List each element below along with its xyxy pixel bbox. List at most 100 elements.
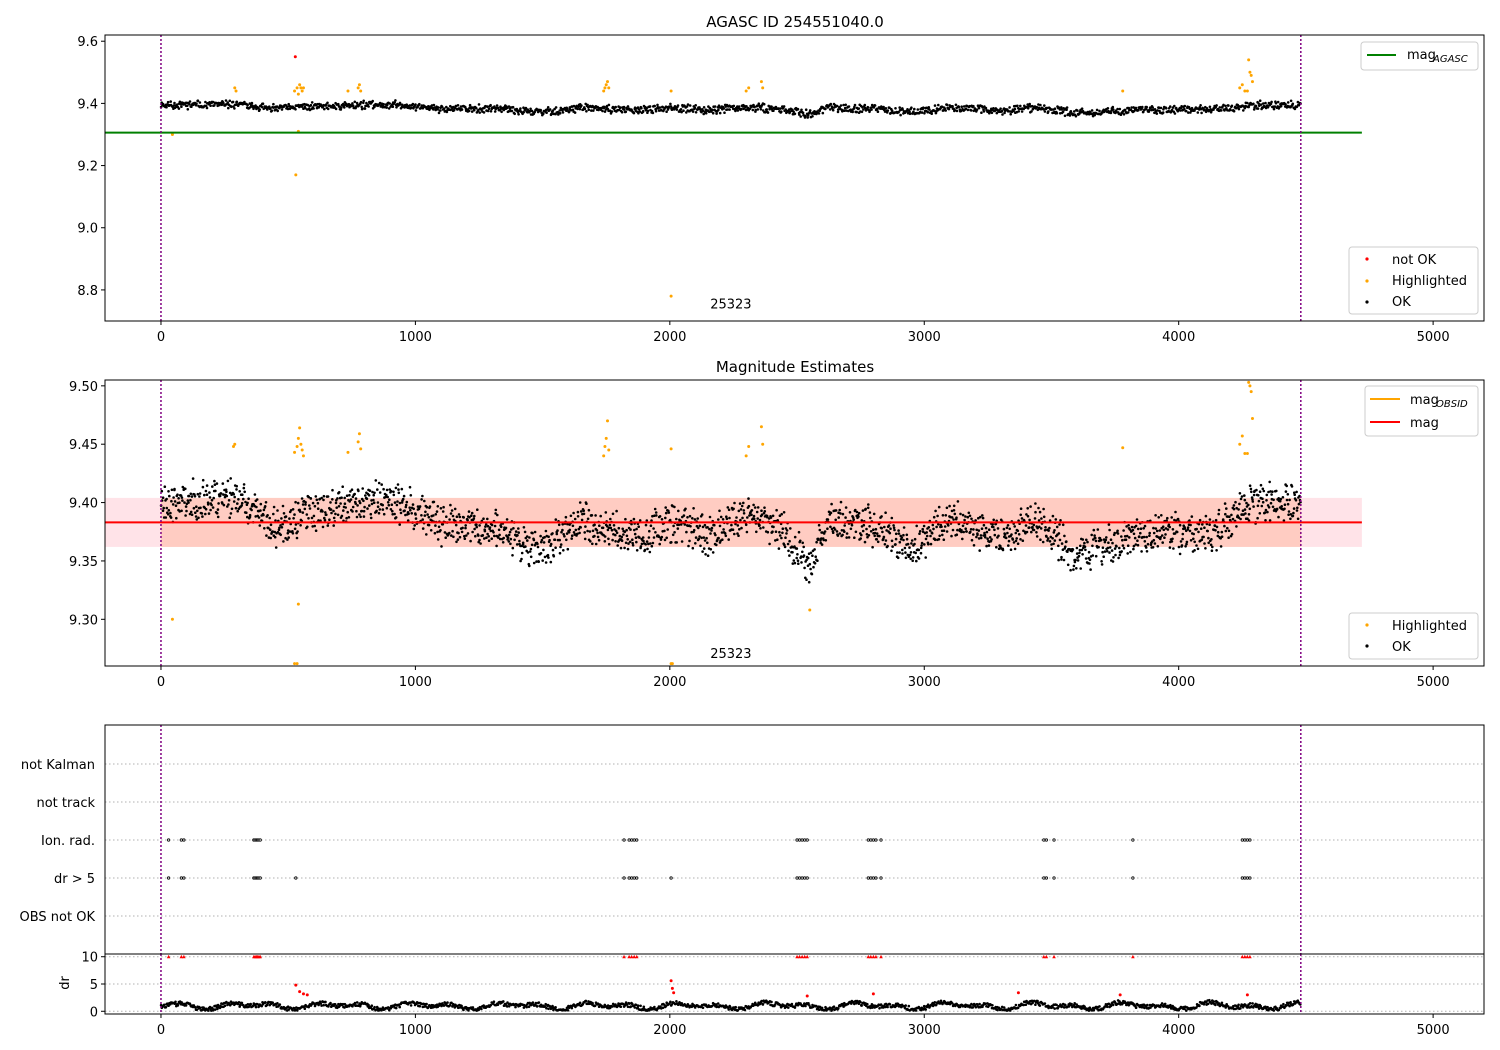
agasc-ok-point bbox=[1123, 108, 1127, 112]
magnitude-ok-point bbox=[320, 496, 324, 500]
magnitude-ok-point bbox=[664, 511, 668, 515]
magnitude-ok-point bbox=[1287, 510, 1291, 513]
magnitude-ok-point bbox=[607, 542, 611, 546]
magnitude-ok-point bbox=[246, 501, 249, 505]
magnitude-ok-point bbox=[413, 524, 417, 527]
dr-ok-point bbox=[218, 1006, 222, 1010]
magnitude-ok-point bbox=[319, 519, 322, 522]
magnitude-ok-point bbox=[1265, 493, 1269, 497]
dr-ok-point bbox=[505, 1005, 509, 1008]
magnitude-ok-point bbox=[460, 530, 464, 534]
magnitude-ok-point bbox=[432, 514, 435, 517]
magnitude-ok-point bbox=[163, 485, 167, 489]
magnitude-ok-point bbox=[332, 509, 335, 513]
agasc-xtick-label: 0 bbox=[157, 330, 165, 345]
magnitude-ok-point bbox=[487, 539, 491, 542]
magnitude-ok-point bbox=[796, 553, 799, 556]
agasc-ok-point bbox=[1254, 104, 1258, 108]
magnitude-ok-point bbox=[441, 510, 445, 513]
agasc-ok-point bbox=[489, 103, 492, 107]
magnitude-ok-point bbox=[397, 491, 401, 495]
magnitude-highlighted-point bbox=[747, 445, 751, 449]
magnitude-ok-point bbox=[1101, 546, 1105, 549]
agasc-ok-point bbox=[1274, 101, 1278, 105]
agasc-ok-point bbox=[964, 107, 968, 110]
magnitude-ok-point bbox=[1219, 545, 1223, 548]
agasc-ok-point bbox=[1053, 107, 1057, 110]
magnitude-ok-point bbox=[750, 509, 754, 512]
agasc-ok-point bbox=[1019, 104, 1022, 108]
magnitude-ok-point bbox=[1161, 525, 1165, 528]
agasc-ok-point bbox=[601, 109, 604, 113]
magnitude-ok-point bbox=[812, 565, 815, 569]
agasc-ok-point bbox=[966, 108, 970, 112]
magnitude-ok-point bbox=[1200, 538, 1204, 541]
agasc-ok-point bbox=[1243, 106, 1247, 110]
magnitude-ok-point bbox=[420, 514, 423, 517]
magnitude-ok-point bbox=[1100, 563, 1104, 566]
magnitude-ok-point bbox=[802, 554, 806, 557]
magnitude-ok-point bbox=[355, 509, 358, 513]
dr-ok-point bbox=[661, 1006, 665, 1009]
magnitude-ok-point bbox=[294, 500, 297, 504]
magnitude-ok-point bbox=[1046, 537, 1050, 540]
magnitude-ok-point bbox=[532, 538, 536, 542]
magnitude-ok-point bbox=[658, 515, 662, 518]
flag-point bbox=[622, 876, 626, 880]
magnitude-ok-point bbox=[368, 504, 371, 507]
magnitude-ok-point bbox=[658, 542, 661, 546]
magnitude-ok-point bbox=[507, 533, 511, 537]
magnitude-ok-point bbox=[222, 503, 226, 507]
dr-ok-point bbox=[223, 1004, 227, 1007]
magnitude-ok-point bbox=[1037, 506, 1040, 510]
magnitude-ok-point bbox=[624, 517, 627, 521]
magnitude-ok-point bbox=[1234, 500, 1237, 504]
magnitude-ok-point bbox=[225, 490, 228, 494]
magnitude-ok-point bbox=[760, 513, 764, 516]
magnitude-ok-point bbox=[418, 505, 422, 508]
agasc-ok-point bbox=[363, 107, 367, 110]
dr-ok-point bbox=[774, 1003, 777, 1006]
magnitude-ok-point bbox=[340, 514, 344, 518]
magnitude-ok-point bbox=[492, 531, 495, 534]
magnitude-ok-point bbox=[1039, 527, 1043, 530]
agasc-ok-point bbox=[972, 104, 975, 108]
magnitude-ok-point bbox=[1225, 507, 1228, 510]
magnitude-ok-point bbox=[917, 548, 921, 552]
magnitude-ok-point bbox=[1258, 490, 1262, 494]
agasc-ok-point bbox=[261, 102, 265, 105]
magnitude-ok-point bbox=[940, 525, 943, 528]
magnitude-ok-point bbox=[705, 536, 708, 540]
magnitude-highlighted-point bbox=[744, 454, 748, 458]
agasc-ok-point bbox=[411, 102, 415, 106]
magnitude-ok-point bbox=[910, 542, 913, 545]
agasc-ok-point bbox=[522, 110, 525, 114]
magnitude-ok-point bbox=[620, 535, 624, 539]
magnitude-ok-point bbox=[1160, 534, 1164, 537]
agasc-highlighted-point bbox=[602, 89, 606, 93]
agasc-ok-point bbox=[1042, 108, 1045, 111]
magnitude-ok-point bbox=[393, 512, 396, 516]
magnitude-ok-point bbox=[630, 522, 633, 526]
magnitude-ok-point bbox=[558, 538, 561, 542]
magnitude-ok-point bbox=[1172, 547, 1175, 550]
magnitude-ok-point bbox=[753, 506, 757, 509]
magnitude-ok-point bbox=[598, 524, 601, 527]
magnitude-ok-point bbox=[968, 514, 972, 518]
magnitude-ok-point bbox=[488, 526, 492, 529]
dr-ok-point bbox=[531, 1001, 535, 1004]
magnitude-ok-point bbox=[809, 551, 813, 555]
agasc-ok-point bbox=[713, 105, 717, 108]
magnitude-ok-point bbox=[1015, 537, 1018, 540]
magnitude-ok-point bbox=[396, 483, 400, 486]
agasc-ok-point bbox=[884, 107, 888, 110]
magnitude-ok-point bbox=[289, 509, 293, 512]
magnitude-ok-point bbox=[853, 536, 856, 539]
magnitude-ok-point bbox=[1247, 503, 1250, 507]
magnitude-ok-point bbox=[820, 543, 824, 546]
magnitude-ok-point bbox=[300, 497, 304, 500]
magnitude-ok-point bbox=[347, 516, 351, 519]
magnitude-ok-point bbox=[706, 554, 710, 557]
agasc-ok-point bbox=[513, 112, 516, 116]
magnitude-ok-point bbox=[1152, 526, 1155, 530]
